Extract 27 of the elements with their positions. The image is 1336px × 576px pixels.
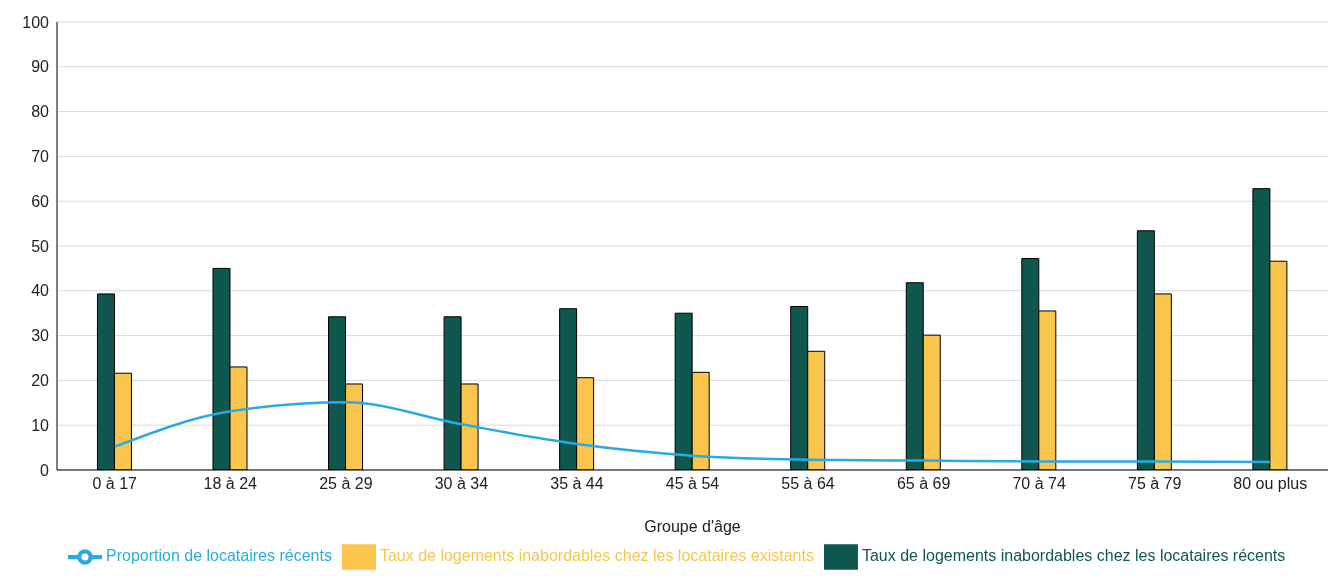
y-tick-label: 60 — [31, 192, 50, 210]
y-tick-label: 80 — [31, 103, 50, 121]
y-tick-label: 0 — [40, 461, 50, 479]
x-tick-label: 30 à 34 — [434, 475, 489, 493]
y-tick-label: 30 — [31, 327, 50, 345]
y-tick-label: 50 — [31, 237, 50, 255]
legend-label: Proportion de locataires récents — [106, 547, 332, 565]
x-tick-label: 55 à 64 — [781, 475, 835, 493]
y-tick-label: 70 — [31, 148, 50, 166]
line-series — [113, 401, 1272, 464]
x-tick-label: 65 à 69 — [896, 475, 951, 493]
x-tick-label: 45 à 54 — [665, 475, 720, 493]
x-tick-label: 0 à 17 — [92, 475, 138, 493]
x-axis-title: Groupe d'âge — [644, 518, 741, 535]
x-tick-label: 25 à 29 — [319, 475, 373, 493]
y-tick-label: 40 — [31, 282, 50, 300]
legend-label: Taux de logements inabordables chez les locataires récents — [861, 547, 1286, 565]
x-tick-label: 80 ou plus — [1233, 475, 1308, 493]
x-tick-label: 35 à 44 — [550, 475, 604, 493]
x-tick-label: 70 à 74 — [1012, 475, 1066, 493]
x-tick-label: 75 à 79 — [1127, 475, 1182, 493]
y-tick-label: 10 — [31, 416, 50, 434]
y-tick-label: 100 — [22, 13, 50, 31]
legend-label: Taux de logements inabordables chez les locataires existants — [379, 547, 814, 565]
y-tick-label: 90 — [31, 58, 50, 76]
x-tick-label: 18 à 24 — [203, 475, 258, 493]
y-tick-label: 20 — [31, 372, 50, 390]
